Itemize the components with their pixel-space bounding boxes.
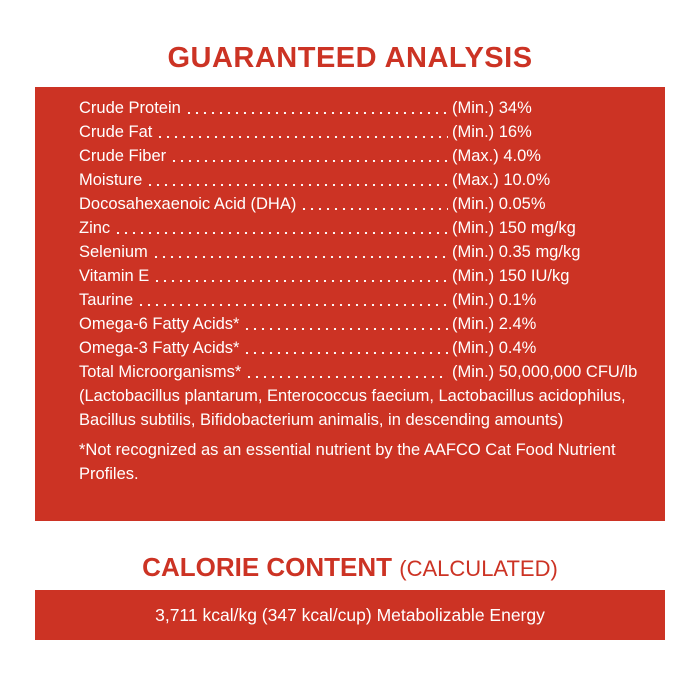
section-title: GUARANTEED ANALYSIS xyxy=(167,42,533,74)
nutrient-name: Omega-6 Fatty Acids* xyxy=(79,315,240,333)
nutrient-value: (Min.) 16% xyxy=(452,123,532,141)
dot-leader xyxy=(245,376,448,378)
nutrient-name: Taurine xyxy=(79,291,134,309)
nutrient-value: (Min.) 150 mg/kg xyxy=(452,219,576,237)
analysis-row: Zinc (Min.) 150 mg/kg xyxy=(79,216,641,240)
nutrient-value: (Min.) 2.4% xyxy=(452,315,537,333)
nutrient-name: Omega-3 Fatty Acids* xyxy=(79,339,240,357)
nutrient-value: (Min.) 0.05% xyxy=(452,195,546,213)
nutrient-value: (Min.) 0.4% xyxy=(452,339,537,357)
analysis-row: Docosahexaenoic Acid (DHA) (Min.) 0.05% xyxy=(79,192,641,216)
analysis-box: Crude Protein (Min.) 34% Crude Fat (Min.) 1… xyxy=(35,87,665,521)
nutrient-value: (Max.) 10.0% xyxy=(452,171,551,189)
nutrient-name: Crude Protein xyxy=(79,99,181,117)
analysis-rows: Crude Protein (Min.) 34% Crude Fat (Min.) 1… xyxy=(79,96,641,384)
calorie-heading: CALORIE CONTENT (CALCULATED) xyxy=(0,552,700,583)
analysis-row: Total Microorganisms* (Min.) 50,000,000 C… xyxy=(79,360,641,384)
analysis-row: Selenium (Min.) 0.35 mg/kg xyxy=(79,240,641,264)
energy-text: 3,711 kcal/kg (347 kcal/cup) Metabolizab… xyxy=(155,605,545,625)
calorie-title: CALORIE CONTENT xyxy=(142,552,393,582)
dot-leader xyxy=(151,256,448,258)
analysis-row: Taurine (Min.) 0.1% xyxy=(79,288,641,312)
dot-leader xyxy=(153,280,448,282)
nutrient-name: Moisture xyxy=(79,171,143,189)
nutrient-name: Selenium xyxy=(79,243,148,261)
dot-leader xyxy=(243,352,448,354)
analysis-row: Omega-3 Fatty Acids* (Min.) 0.4% xyxy=(79,336,641,360)
calorie-qualifier: (CALCULATED) xyxy=(399,556,558,581)
dot-leader xyxy=(300,208,448,210)
nutrient-name: Crude Fat xyxy=(79,123,153,141)
microorganism-note: (Lactobacillus plantarum, Enterococcus f… xyxy=(79,387,626,429)
nutrient-name: Vitamin E xyxy=(79,267,150,285)
nutrient-name: Crude Fiber xyxy=(79,147,167,165)
nutrient-name: Total Microorganisms* xyxy=(79,363,242,381)
energy-box: 3,711 kcal/kg (347 kcal/cup) Metabolizab… xyxy=(35,590,665,640)
nutrient-name: Zinc xyxy=(79,219,111,237)
nutrient-value: (Min.) 0.1% xyxy=(452,291,537,309)
dot-leader xyxy=(184,112,448,114)
analysis-row: Crude Protein (Min.) 34% xyxy=(79,96,641,120)
analysis-row: Omega-6 Fatty Acids* (Min.) 2.4% xyxy=(79,312,641,336)
analysis-row: Vitamin E (Min.) 150 IU/kg xyxy=(79,264,641,288)
dot-leader xyxy=(156,136,448,138)
analysis-row: Moisture (Max.) 10.0% xyxy=(79,168,641,192)
nutrient-name: Docosahexaenoic Acid (DHA) xyxy=(79,195,297,213)
dot-leader xyxy=(146,184,448,186)
nutrient-value: (Min.) 0.35 mg/kg xyxy=(452,243,581,261)
nutrient-value: (Min.) 50,000,000 CFU/lb xyxy=(452,363,638,381)
analysis-row: Crude Fat (Min.) 16% xyxy=(79,120,641,144)
dot-leader xyxy=(170,160,448,162)
nutrient-value: (Min.) 34% xyxy=(452,99,532,117)
dot-leader xyxy=(137,304,448,306)
nutrient-value: (Min.) 150 IU/kg xyxy=(452,267,570,285)
dot-leader xyxy=(243,328,448,330)
nutrient-value: (Max.) 4.0% xyxy=(452,147,541,165)
analysis-row: Crude Fiber (Max.) 4.0% xyxy=(79,144,641,168)
footnote: *Not recognized as an essential nutrient… xyxy=(79,441,616,483)
dot-leader xyxy=(114,232,448,234)
